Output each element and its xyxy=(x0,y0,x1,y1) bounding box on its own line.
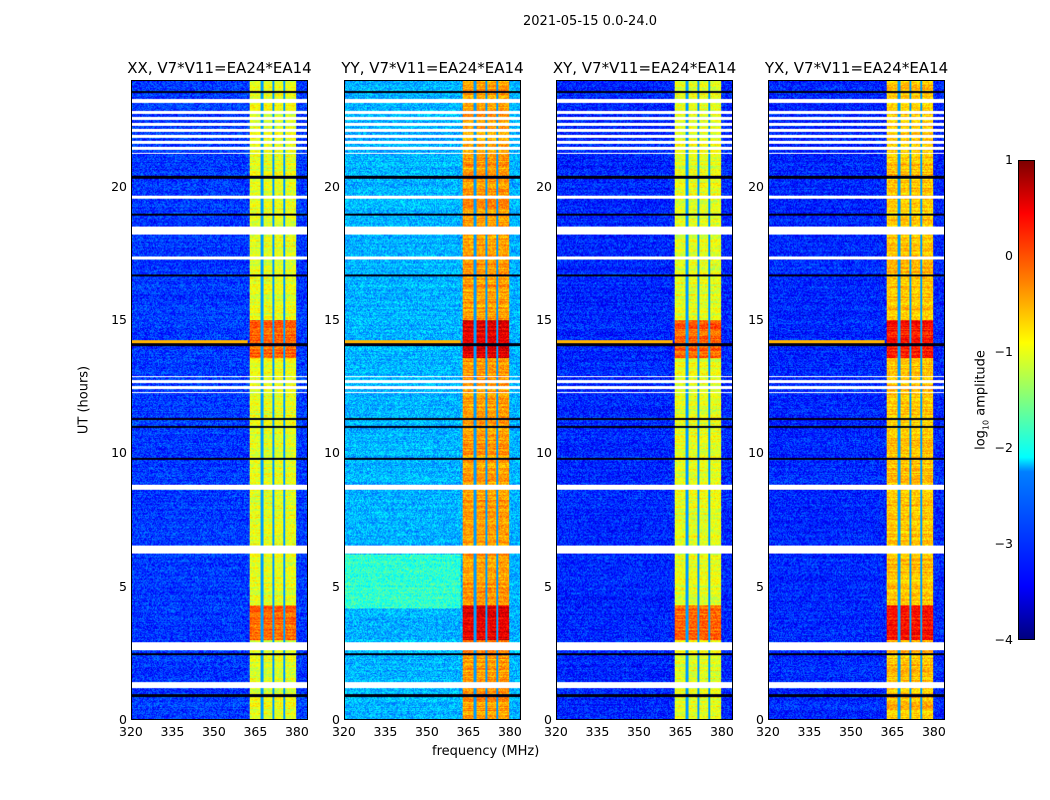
y-tick-label: 10 xyxy=(111,445,127,461)
heatmap-panel-0 xyxy=(131,80,308,720)
x-tick-label: 380 xyxy=(497,724,522,739)
x-tick-label: 365 xyxy=(243,724,268,739)
y-tick-label: 20 xyxy=(324,178,340,194)
panel-title: XY, V7*V11=EA24*EA14 xyxy=(552,59,737,77)
x-tick-label: 335 xyxy=(373,724,398,739)
x-tick-label: 335 xyxy=(585,724,610,739)
panel-title: XX, V7*V11=EA24*EA14 xyxy=(127,59,312,77)
heatmap-canvas xyxy=(345,81,520,719)
heatmap-canvas xyxy=(557,81,732,719)
panel-title: YY, V7*V11=EA24*EA14 xyxy=(341,59,524,77)
x-tick-label: 335 xyxy=(797,724,822,739)
colorbar-tick-label: −3 xyxy=(994,536,1013,551)
y-tick-label: 5 xyxy=(119,578,127,594)
x-tick-label: 320 xyxy=(544,724,568,739)
x-tick-label: 380 xyxy=(921,724,946,739)
heatmap-panel-3 xyxy=(768,80,945,720)
y-tick-label: 0 xyxy=(544,712,552,727)
x-tick-label: 350 xyxy=(838,724,863,739)
y-tick-label: 15 xyxy=(536,312,552,327)
x-tick-label: 320 xyxy=(332,724,356,739)
y-tick-label: 0 xyxy=(119,712,127,727)
x-tick-label: 365 xyxy=(456,724,481,739)
x-tick-label: 380 xyxy=(709,724,734,739)
x-tick-label: 320 xyxy=(756,724,780,739)
figure-title: 2021-05-15 0.0-24.0 xyxy=(523,14,657,29)
y-tick-label: 10 xyxy=(536,445,552,461)
x-tick-label: 350 xyxy=(414,724,439,739)
x-tick-label: 365 xyxy=(880,724,905,739)
heatmap-canvas xyxy=(132,81,307,719)
heatmap-canvas xyxy=(769,81,944,719)
y-tick-label: 15 xyxy=(748,312,764,327)
colorbar-tick-label: 0 xyxy=(1005,248,1013,263)
x-tick-label: 320 xyxy=(119,724,143,739)
panel-title: YX, V7*V11=EA24*EA14 xyxy=(764,59,949,77)
y-tick-label: 5 xyxy=(332,578,340,594)
colorbar-label: log10 amplitude xyxy=(973,350,991,450)
x-tick-label: 365 xyxy=(668,724,693,739)
y-axis-label: UT (hours) xyxy=(76,365,92,435)
y-tick-label: 20 xyxy=(748,178,764,194)
colorbar-tick-label: 1 xyxy=(1005,152,1013,167)
heatmap-panel-1 xyxy=(344,80,521,720)
x-tick-label: 380 xyxy=(284,724,309,739)
x-tick-label: 350 xyxy=(626,724,651,739)
x-tick-label: 350 xyxy=(201,724,226,739)
x-tick-label: 335 xyxy=(160,724,185,739)
y-tick-label: 15 xyxy=(324,312,340,327)
colorbar-tick-label: −2 xyxy=(994,440,1013,455)
y-tick-label: 20 xyxy=(111,178,127,194)
y-tick-label: 0 xyxy=(756,712,764,727)
y-tick-label: 5 xyxy=(756,578,764,594)
colorbar-tick-label: −4 xyxy=(994,632,1013,647)
y-tick-label: 10 xyxy=(324,445,340,461)
colorbar-tick-label: −1 xyxy=(994,344,1013,359)
x-axis-label: frequency (MHz) xyxy=(432,744,540,759)
y-tick-label: 5 xyxy=(544,578,552,594)
y-tick-label: 0 xyxy=(332,712,340,727)
y-tick-label: 20 xyxy=(536,178,552,194)
heatmap-panel-2 xyxy=(556,80,733,720)
colorbar xyxy=(1018,160,1035,640)
y-tick-label: 10 xyxy=(748,445,764,461)
y-tick-label: 15 xyxy=(111,312,127,327)
